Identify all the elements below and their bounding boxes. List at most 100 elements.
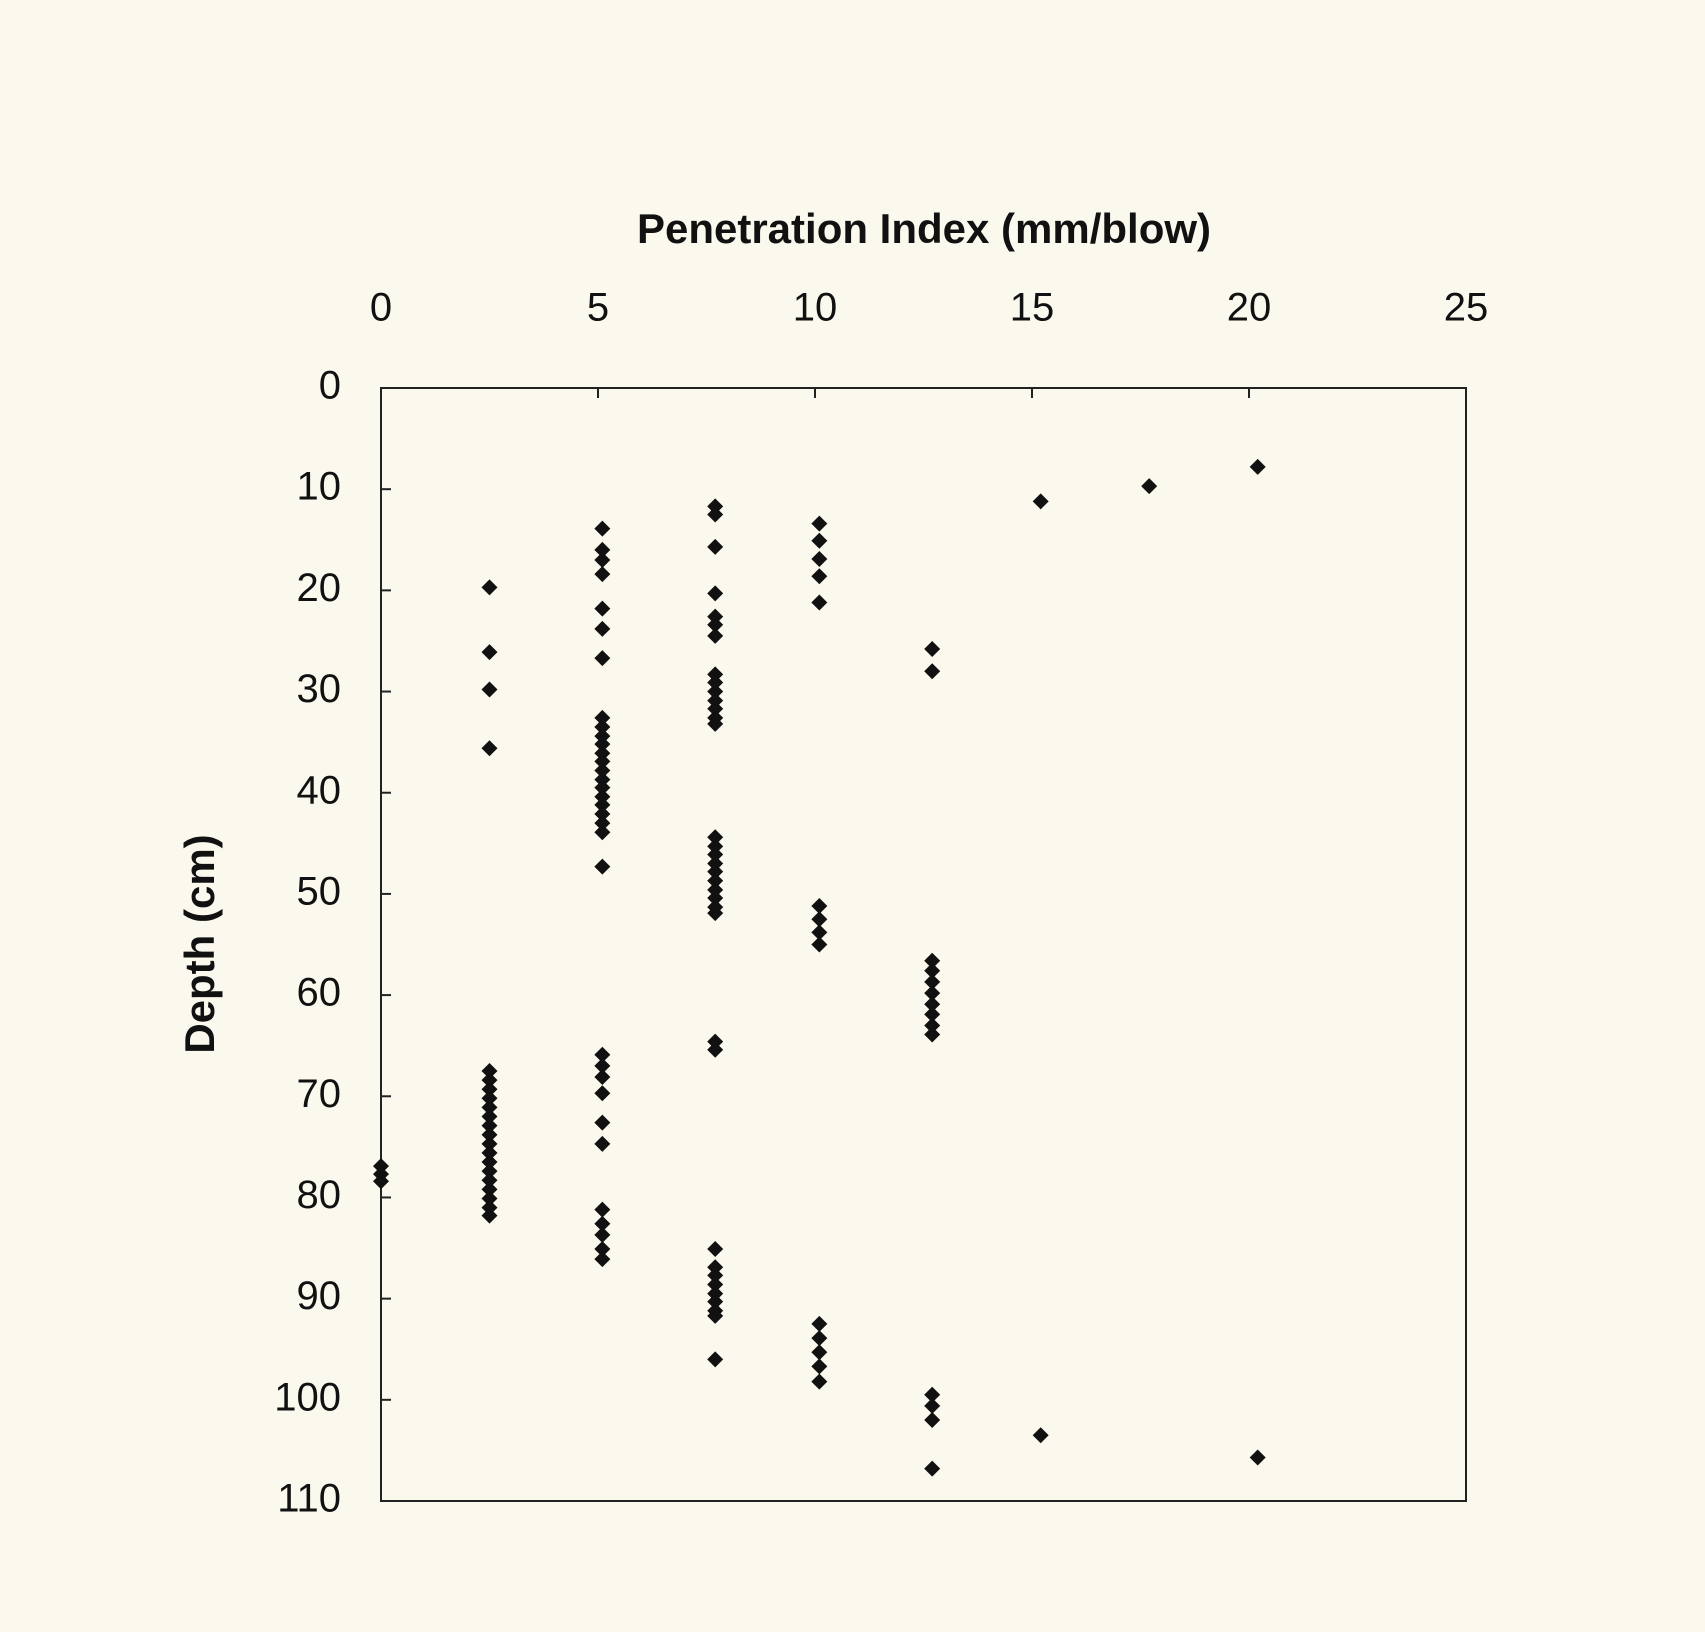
point	[594, 771, 611, 788]
point	[811, 594, 828, 611]
point	[594, 805, 611, 822]
point	[594, 1057, 611, 1074]
point	[707, 506, 724, 523]
point	[924, 1017, 941, 1034]
point	[481, 1207, 498, 1224]
point	[481, 1144, 498, 1161]
point	[481, 1154, 498, 1171]
point	[924, 1397, 941, 1414]
point	[707, 1276, 724, 1293]
point	[594, 1046, 611, 1063]
point	[707, 905, 724, 922]
point	[707, 889, 724, 906]
point	[707, 627, 724, 644]
point	[924, 1386, 941, 1403]
point	[811, 924, 828, 941]
point	[707, 872, 724, 889]
point	[481, 1062, 498, 1079]
y-tick-label: 20	[297, 566, 342, 610]
point	[707, 1241, 724, 1258]
point	[594, 1135, 611, 1152]
point	[594, 709, 611, 726]
point	[594, 779, 611, 796]
x-tick-label: 25	[1444, 286, 1489, 330]
point	[594, 753, 611, 770]
y-tick-label: 90	[297, 1274, 342, 1318]
point	[594, 1241, 611, 1258]
point	[811, 1315, 828, 1332]
point	[481, 1135, 498, 1152]
point	[594, 552, 611, 569]
point	[481, 1090, 498, 1107]
x-tick-label: 20	[1227, 286, 1272, 330]
point	[707, 1351, 724, 1368]
point	[707, 855, 724, 872]
point	[707, 498, 724, 515]
point	[707, 863, 724, 880]
point	[707, 683, 724, 700]
point	[811, 1373, 828, 1390]
y-tick-label: 110	[277, 1477, 341, 1521]
point	[707, 715, 724, 732]
point	[594, 1085, 611, 1102]
point	[924, 985, 941, 1002]
point	[707, 1267, 724, 1284]
point	[594, 1069, 611, 1086]
point	[707, 1285, 724, 1302]
point	[1141, 478, 1158, 495]
point	[924, 663, 941, 680]
point	[707, 881, 724, 898]
point	[481, 1172, 498, 1189]
point	[924, 1026, 941, 1043]
point	[707, 1307, 724, 1324]
point	[594, 736, 611, 753]
point	[594, 1251, 611, 1268]
point	[811, 515, 828, 532]
y-tick-label: 30	[297, 667, 342, 711]
point	[707, 585, 724, 602]
point	[481, 1081, 498, 1098]
point	[811, 532, 828, 549]
point	[707, 1259, 724, 1276]
point	[373, 1173, 389, 1190]
point	[811, 911, 828, 928]
point	[811, 1344, 828, 1361]
point	[594, 762, 611, 779]
point	[707, 538, 724, 555]
point	[924, 996, 941, 1013]
point	[481, 1190, 498, 1207]
point	[594, 858, 611, 875]
point	[707, 666, 724, 683]
point	[481, 1163, 498, 1180]
point	[707, 700, 724, 717]
point	[594, 566, 611, 583]
point	[594, 1215, 611, 1232]
x-tick-label: 0	[370, 286, 392, 330]
point	[594, 1114, 611, 1131]
point	[1249, 1449, 1266, 1466]
point	[924, 952, 941, 969]
point	[481, 1108, 498, 1125]
point	[594, 796, 611, 813]
point	[811, 898, 828, 915]
point	[811, 1358, 828, 1375]
y-tick-label: 100	[274, 1375, 341, 1419]
point	[594, 1226, 611, 1243]
plot-frame	[380, 387, 1467, 1502]
point	[594, 824, 611, 841]
point	[481, 1072, 498, 1089]
point	[481, 1099, 498, 1116]
point	[373, 1158, 389, 1175]
point	[707, 846, 724, 863]
point	[594, 600, 611, 617]
point	[1032, 493, 1049, 510]
point	[594, 745, 611, 762]
x-axis-title: Penetration Index (mm/blow)	[637, 205, 1211, 252]
point	[707, 1293, 724, 1310]
y-tick-label: 80	[297, 1173, 342, 1217]
y-tick-label: 40	[297, 768, 342, 812]
point	[811, 550, 828, 567]
